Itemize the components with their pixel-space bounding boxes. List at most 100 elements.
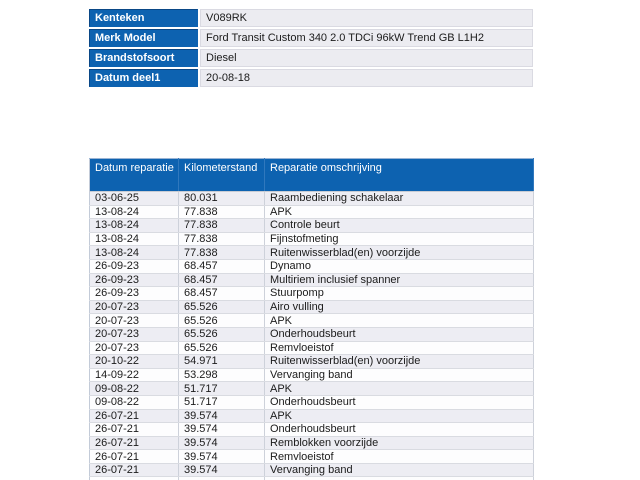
repair-km-cell: 39.574 — [178, 436, 265, 451]
repair-km-cell: 39.574 — [178, 409, 265, 424]
repair-date-cell — [89, 476, 179, 480]
repair-row: 20-07-23 65.526 Onderhoudsbeurt — [89, 327, 534, 342]
repair-description-cell: Remblokken voorzijde — [264, 436, 534, 451]
repair-date-cell: 26-07-21 — [89, 422, 179, 437]
repair-row: 26-07-21 39.574 Remvloeistof — [89, 449, 534, 464]
repair-km-cell: 39.574 — [178, 463, 265, 478]
repair-km-cell: 65.526 — [178, 300, 265, 315]
repair-date-cell: 13-08-24 — [89, 232, 179, 247]
repair-row: 09-08-22 51.717 APK — [89, 381, 534, 396]
repair-row: 13-08-24 77.838 Fijnstofmeting — [89, 232, 534, 247]
repair-km-cell: 65.526 — [178, 341, 265, 356]
repair-date-cell: 20-07-23 — [89, 341, 179, 356]
vehicle-info-label: Datum deel1 — [89, 69, 198, 87]
repair-description-cell: Airo vulling — [264, 300, 534, 315]
repair-km-cell: 77.838 — [178, 205, 265, 220]
repair-row: 14-09-22 53.298 Vervanging band — [89, 368, 534, 383]
repair-description-cell: Dynamo — [264, 259, 534, 274]
repair-row: 20-07-23 65.526 Remvloeistof — [89, 341, 534, 356]
repair-date-cell: 20-07-23 — [89, 300, 179, 315]
repair-row: 26-09-23 68.457 Stuurpomp — [89, 286, 534, 301]
repair-date-cell: 09-08-22 — [89, 395, 179, 410]
vehicle-info-row: Kenteken V089RK — [89, 9, 533, 27]
repair-history-body: 03-06-25 80.031 Raambediening schakelaar 13… — [89, 191, 534, 480]
repair-km-cell: 68.457 — [178, 259, 265, 274]
vehicle-info-row: Brandstofsoort Diesel — [89, 49, 533, 67]
repair-km-cell: 68.457 — [178, 286, 265, 301]
vehicle-info-value: Diesel — [200, 49, 533, 67]
repair-description-cell: Vervanging band — [264, 463, 534, 478]
repair-km-cell: 77.838 — [178, 245, 265, 260]
repair-description-cell: Raambediening schakelaar — [264, 191, 534, 206]
repair-date-cell: 26-07-21 — [89, 409, 179, 424]
repair-km-cell: 68.457 — [178, 273, 265, 288]
repair-km-cell — [178, 476, 265, 480]
column-header-kilometerstand: Kilometerstand — [178, 158, 265, 192]
repair-description-cell: Onderhoudsbeurt — [264, 422, 534, 437]
repair-row: 26-07-21 39.574 Vervanging band — [89, 463, 534, 478]
repair-row: 20-07-23 65.526 APK — [89, 313, 534, 328]
repair-date-cell: 09-08-22 — [89, 381, 179, 396]
repair-date-cell: 20-07-23 — [89, 313, 179, 328]
repair-date-cell: 26-07-21 — [89, 463, 179, 478]
repair-row: 20-07-23 65.526 Airo vulling — [89, 300, 534, 315]
repair-description-cell: Remvloeistof — [264, 449, 534, 464]
repair-row: 13-08-24 77.838 APK — [89, 205, 534, 220]
repair-km-cell: 77.838 — [178, 218, 265, 233]
repair-row: 26-07-21 39.574 Onderhoudsbeurt — [89, 422, 534, 437]
repair-description-cell: Ruitenwisserblad(en) voorzijde — [264, 245, 534, 260]
repair-history-header: Datum reparatie Kilometerstand Reparatie… — [89, 158, 534, 192]
repair-km-cell: 65.526 — [178, 327, 265, 342]
repair-row: 13-08-24 77.838 Controle beurt — [89, 218, 534, 233]
repair-km-cell: 51.717 — [178, 381, 265, 396]
repair-date-cell: 20-10-22 — [89, 354, 179, 369]
repair-row: 26-07-21 39.574 Remblokken voorzijde — [89, 436, 534, 451]
repair-km-cell: 51.717 — [178, 395, 265, 410]
repair-row: 09-08-22 51.717 Onderhoudsbeurt — [89, 395, 534, 410]
repair-description-cell: Fijnstofmeting — [264, 232, 534, 247]
repair-description-cell: Ruitenwisserblad(en) voorzijde — [264, 354, 534, 369]
repair-date-cell: 14-09-22 — [89, 368, 179, 383]
vehicle-info-label: Kenteken — [89, 9, 198, 27]
repair-description-cell: Multiriem inclusief spanner — [264, 273, 534, 288]
column-header-datum-reparatie: Datum reparatie — [89, 158, 179, 192]
repair-description-cell: Vervanging band — [264, 368, 534, 383]
repair-header-row: Datum reparatie Kilometerstand Reparatie… — [89, 158, 534, 192]
repair-date-cell: 13-08-24 — [89, 245, 179, 260]
column-header-reparatie-omschrijving: Reparatie omschrijving — [264, 158, 534, 192]
repair-description-cell: Stuurpomp — [264, 286, 534, 301]
repair-km-cell: 54.971 — [178, 354, 265, 369]
repair-date-cell: 26-07-21 — [89, 436, 179, 451]
repair-description-cell: APK — [264, 205, 534, 220]
repair-row: 26-09-23 68.457 Dynamo — [89, 259, 534, 274]
repair-description-cell: APK — [264, 313, 534, 328]
vehicle-info-value: 20-08-18 — [200, 69, 533, 87]
vehicle-info-label: Merk Model — [89, 29, 198, 47]
repair-row: 13-08-24 77.838 Ruitenwisserblad(en) voorz… — [89, 245, 534, 260]
repair-description-cell: APK — [264, 409, 534, 424]
repair-date-cell: 26-09-23 — [89, 273, 179, 288]
repair-description-cell: Onderhoudsbeurt — [264, 395, 534, 410]
repair-date-cell: 13-08-24 — [89, 205, 179, 220]
repair-date-cell: 26-09-23 — [89, 259, 179, 274]
repair-km-cell: 80.031 — [178, 191, 265, 206]
vehicle-info-table: Kenteken V089RK Merk Model Ford Transit Cus… — [87, 7, 535, 89]
vehicle-info-value: V089RK — [200, 9, 533, 27]
repair-date-cell: 26-09-23 — [89, 286, 179, 301]
repair-date-cell: 13-08-24 — [89, 218, 179, 233]
repair-description-cell — [264, 476, 534, 480]
repair-row: 20-10-22 54.971 Ruitenwisserblad(en) voorz… — [89, 354, 534, 369]
repair-row-partial — [89, 476, 534, 480]
repair-history-table: Datum reparatie Kilometerstand Reparatie… — [89, 158, 534, 480]
repair-km-cell: 39.574 — [178, 449, 265, 464]
vehicle-info-value: Ford Transit Custom 340 2.0 TDCi 96kW Tr… — [200, 29, 533, 47]
repair-date-cell: 20-07-23 — [89, 327, 179, 342]
repair-row: 26-07-21 39.574 APK — [89, 409, 534, 424]
repair-description-cell: APK — [264, 381, 534, 396]
repair-description-cell: Onderhoudsbeurt — [264, 327, 534, 342]
repair-description-cell: Controle beurt — [264, 218, 534, 233]
repair-row: 26-09-23 68.457 Multiriem inclusief spanne… — [89, 273, 534, 288]
vehicle-info-row: Datum deel1 20-08-18 — [89, 69, 533, 87]
repair-km-cell: 39.574 — [178, 422, 265, 437]
